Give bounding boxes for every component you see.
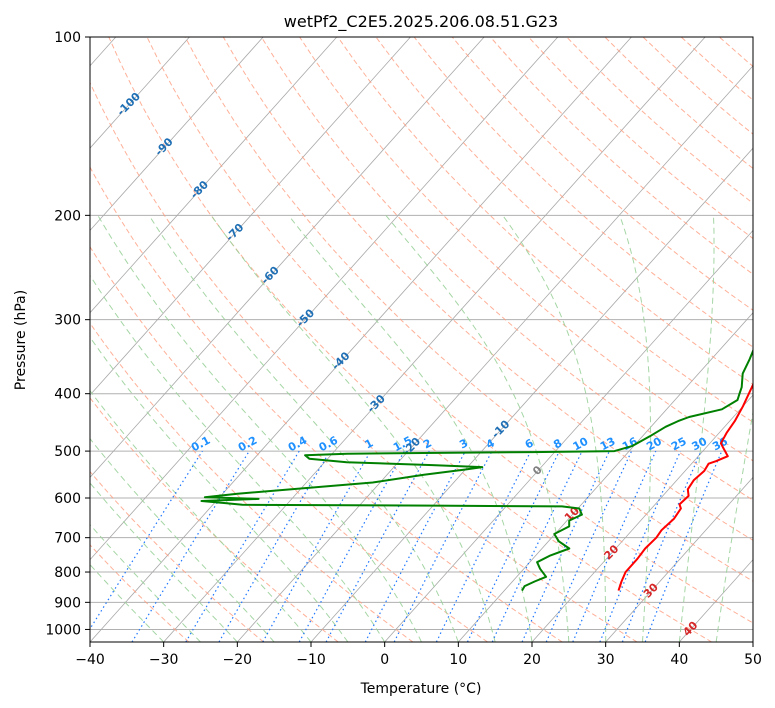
y-tick-label: 100: [54, 30, 81, 46]
dry-adiabat: [90, 81, 638, 642]
mixing-ratio-line: [435, 450, 532, 642]
mixing-ratio-line: [131, 450, 250, 642]
x-tick-label: 10: [449, 652, 467, 668]
moist-adiabat: [90, 437, 275, 642]
y-tick-label: 900: [54, 595, 81, 611]
y-tick-label: 800: [54, 565, 81, 581]
plot-area: 0.1 0.2 0.4 0.6 1 1.5 2 3 4 6 8 10 13 16 20 25 30 36-100-…: [90, 37, 753, 642]
x-tick-label: 20: [523, 652, 541, 668]
moist-adiabat: [678, 215, 715, 642]
dry-adiabat: [146, 37, 753, 624]
x-tick-label: −20: [223, 652, 253, 668]
mixing-ratio-label: 20: [644, 435, 664, 454]
y-tick-label: 600: [54, 491, 81, 507]
mixing-ratio-label: 25: [669, 435, 689, 454]
moist-adiabat: [288, 214, 533, 642]
dry-adiabat-lines: [90, 37, 753, 642]
isotherm-line: [605, 476, 753, 642]
isotherm-line: [90, 37, 264, 232]
x-tick-label: 40: [670, 652, 688, 668]
dry-adiabat: [184, 37, 753, 582]
x-tick-label: 0: [380, 652, 389, 668]
mixing-ratio-line: [521, 450, 610, 642]
moist-adiabat: [148, 215, 459, 642]
moist-adiabat-lines: [90, 214, 753, 642]
moist-adiabat: [502, 215, 607, 642]
axes: −40 −30 −20 −10 0 10 20 30 40 50 100 200 300 400 500 60…: [45, 30, 762, 668]
dry-adiabat: [108, 37, 712, 642]
mixing-ratio-label: 30: [690, 435, 710, 454]
moist-adiabat: [210, 215, 496, 642]
moist-adiabat: [90, 274, 386, 642]
isotherm-line: [163, 37, 706, 642]
y-tick-label: 1000: [45, 622, 81, 638]
moist-adiabat: [619, 215, 652, 642]
sounding-series: [200, 348, 753, 592]
dry-adiabat: [337, 37, 753, 423]
dry-adiabat: [90, 322, 414, 642]
isotherm-lines: [90, 37, 753, 642]
dry-adiabat: [90, 470, 264, 642]
mixing-ratio-label: 13: [598, 435, 618, 454]
isotherm-line: [90, 37, 632, 642]
dewpoint-line: [200, 348, 753, 592]
moist-adiabat: [715, 409, 753, 642]
moist-adiabat: [90, 563, 165, 642]
moist-adiabat: [90, 482, 238, 642]
temperature-line: [617, 382, 753, 591]
mixing-ratio-line: [218, 450, 331, 642]
mixing-ratio-line: [491, 450, 583, 642]
y-axis-title: Pressure (hPa): [13, 290, 29, 390]
dry-adiabat: [90, 245, 488, 642]
dry-adiabat: [222, 37, 753, 541]
isotherm-line: [531, 394, 753, 642]
x-tick-label: 30: [597, 652, 615, 668]
isotherm-line: [90, 37, 485, 478]
isotherm-line: [90, 37, 559, 561]
y-tick-label: 300: [54, 313, 81, 329]
plot-frame: [89, 36, 754, 643]
mixing-ratio-lines: [90, 450, 723, 642]
dry-adiabat: [90, 397, 339, 642]
moist-adiabat: [90, 336, 349, 642]
y-tick-label: 200: [54, 208, 81, 224]
mixing-ratio-line: [90, 450, 203, 630]
moist-adiabat: [90, 523, 201, 642]
mixing-ratio-line: [185, 450, 300, 642]
isotherm-line: [384, 229, 753, 642]
moist-adiabat: [385, 214, 570, 642]
mixing-ratio-line: [325, 450, 430, 642]
x-axis-title: Temperature (°C): [360, 681, 482, 697]
x-tick-label: −10: [296, 652, 326, 668]
dry-adiabat: [375, 37, 753, 385]
dry-adiabat: [451, 37, 753, 311]
mixing-ratio-line: [644, 450, 723, 642]
isotherm-line: [90, 37, 338, 314]
x-tick-label: 50: [744, 652, 762, 668]
y-tick-label: 400: [54, 387, 81, 403]
x-tick-label: −30: [149, 652, 179, 668]
mixing-ratio-label: 10: [571, 435, 591, 454]
y-tick-label: 500: [54, 444, 81, 460]
moist-adiabat: [97, 215, 422, 642]
dry-adiabat: [260, 37, 753, 501]
y-tick-label: 700: [54, 531, 81, 547]
isotherm-line: [90, 37, 411, 396]
x-tick-label: −40: [75, 652, 105, 668]
isotherm-line: [458, 312, 753, 642]
moist-adiabat: [90, 389, 312, 642]
mixing-ratio-line: [466, 450, 560, 642]
isotherm-line: [90, 37, 190, 149]
dry-adiabat: [90, 166, 563, 642]
chart-title: wetPf2_C2E5.2025.206.08.51.G23: [284, 12, 558, 32]
isotherm-line: [237, 65, 753, 642]
